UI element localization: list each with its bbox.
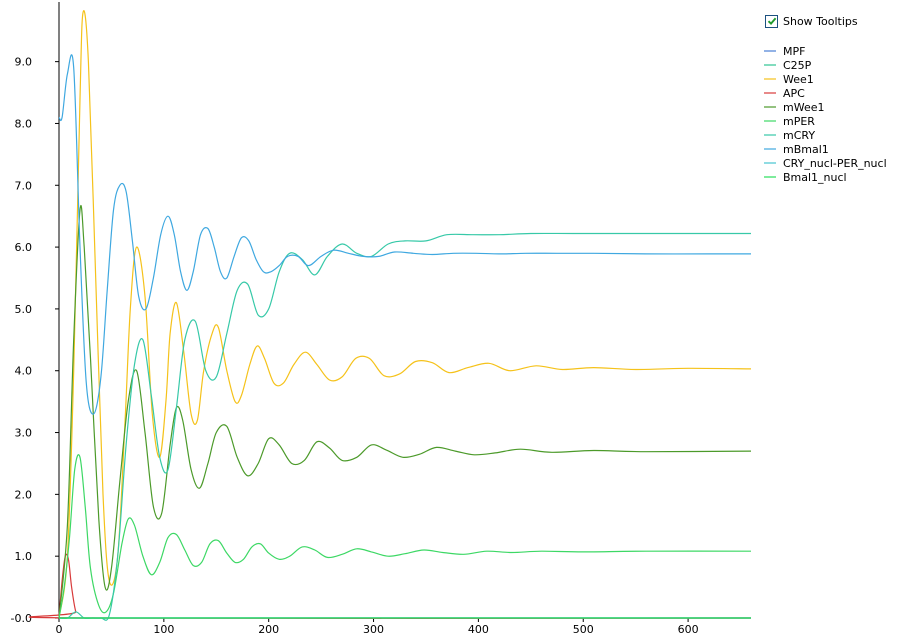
legend-label-wee1: Wee1 xyxy=(783,73,814,86)
y-tick-label: 5.0 xyxy=(15,303,33,316)
legend-label-mper: mPER xyxy=(783,115,815,128)
legend-label-mpf: MPF xyxy=(783,45,805,58)
y-tick-label: 1.0 xyxy=(15,550,33,563)
series-line-mper xyxy=(58,454,752,619)
legend-label-bmal1-nucl: Bmal1_nucl xyxy=(783,171,847,184)
legend-label-c25p: C25P xyxy=(783,59,812,72)
x-tick-label: 600 xyxy=(678,623,699,636)
series-line-wee1 xyxy=(58,10,752,619)
x-tick-label: 200 xyxy=(258,623,279,636)
series-line-mcry xyxy=(58,232,751,621)
series-line-mwee1 xyxy=(58,204,752,619)
chart-lines xyxy=(28,10,752,621)
y-tick-label: 9.0 xyxy=(15,56,33,69)
y-tick-label: 8.0 xyxy=(15,117,33,130)
y-tick-label: 7.0 xyxy=(15,179,33,192)
x-tick-label: 400 xyxy=(468,623,489,636)
checkmark-icon xyxy=(767,17,776,25)
series-line-apc xyxy=(28,553,752,620)
y-tick-label: 4.0 xyxy=(15,365,33,378)
x-tick-label: 500 xyxy=(573,623,594,636)
series-line-mbmal1 xyxy=(58,54,751,415)
x-tick-label: 300 xyxy=(363,623,384,636)
legend-label-mbmal1: mBmal1 xyxy=(783,143,829,156)
chart-legend: MPFC25PWee1APCmWee1mPERmCRYmBmal1CRY_nuc… xyxy=(764,45,887,184)
show-tooltips-checkbox[interactable]: Show Tooltips xyxy=(765,12,858,30)
checkbox-checked-icon[interactable] xyxy=(765,14,778,28)
x-tick-label: 100 xyxy=(153,623,174,636)
y-tick-label: 3.0 xyxy=(15,427,33,440)
chart-axes: 0 100 200 300 400 500 600 -0.0 1.0 2.0 3.0 4.0 5.0 6.… xyxy=(11,2,751,636)
legend-label-cry-nucl-per-nucl: CRY_nucl-PER_nucl xyxy=(783,157,887,170)
y-tick-label: -0.0 xyxy=(11,612,32,625)
x-tick-label: 0 xyxy=(56,623,63,636)
legend-label-mcry: mCRY xyxy=(783,129,815,142)
y-tick-label: 6.0 xyxy=(15,241,33,254)
legend-label-apc: APC xyxy=(783,87,805,100)
y-tick-label: 2.0 xyxy=(15,488,33,501)
show-tooltips-label: Show Tooltips xyxy=(783,14,858,28)
legend-label-mwee1: mWee1 xyxy=(783,101,824,114)
